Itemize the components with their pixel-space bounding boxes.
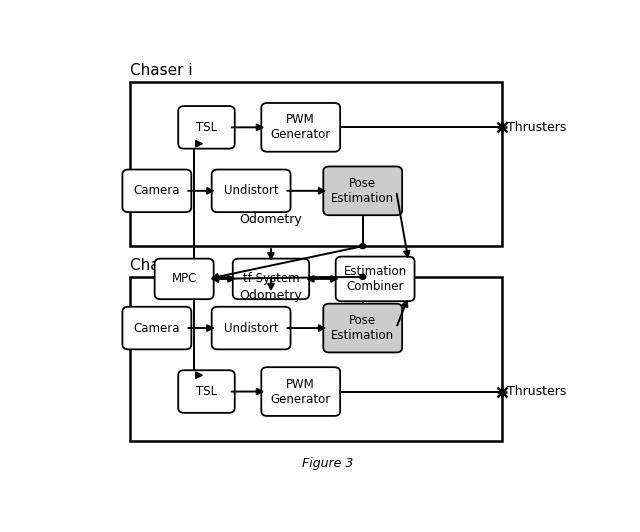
Circle shape [360,275,365,279]
Text: Thrusters: Thrusters [507,121,566,134]
FancyBboxPatch shape [261,103,340,152]
Text: Camera: Camera [134,321,180,335]
Text: PWM
Generator: PWM Generator [271,378,331,405]
Text: Pose
Estimation: Pose Estimation [331,177,394,205]
Text: Odometry: Odometry [239,289,302,302]
FancyBboxPatch shape [233,259,309,299]
FancyBboxPatch shape [323,167,402,215]
FancyBboxPatch shape [122,170,191,212]
Text: Pose
Estimation: Pose Estimation [331,314,394,342]
FancyBboxPatch shape [323,304,402,352]
Text: TSL: TSL [196,385,217,398]
Text: Odometry: Odometry [239,213,302,226]
Text: Chaser i: Chaser i [129,63,192,78]
Text: Camera: Camera [134,184,180,197]
Text: MPC: MPC [172,272,197,285]
Text: PWM
Generator: PWM Generator [271,113,331,142]
Circle shape [360,244,365,248]
Text: Estimation
Combiner: Estimation Combiner [344,265,406,293]
Text: Undistort: Undistort [224,184,278,197]
FancyBboxPatch shape [212,307,291,350]
FancyBboxPatch shape [155,259,214,299]
FancyBboxPatch shape [122,307,191,350]
FancyBboxPatch shape [212,170,291,212]
Text: Undistort: Undistort [224,321,278,335]
Bar [129,82,502,246]
Text: Thrusters: Thrusters [507,385,566,398]
Bar [129,277,502,440]
FancyBboxPatch shape [178,370,235,413]
FancyBboxPatch shape [336,256,415,301]
Text: Chaser j: Chaser j [129,258,192,273]
FancyBboxPatch shape [261,367,340,416]
Text: Figure 3: Figure 3 [302,458,354,470]
Text: TSL: TSL [196,121,217,134]
FancyBboxPatch shape [178,106,235,148]
Text: tf System: tf System [243,272,300,285]
